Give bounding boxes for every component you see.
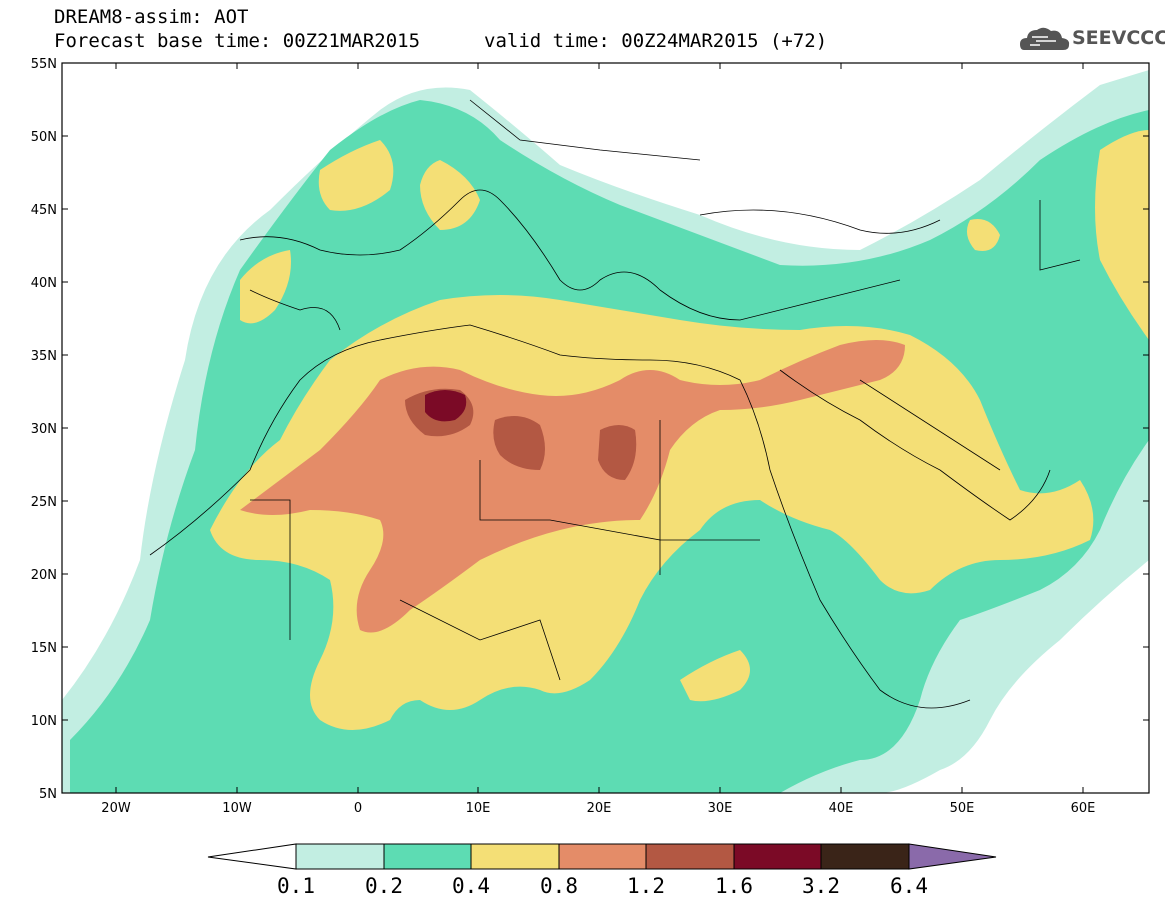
lat-label: 50N — [31, 130, 57, 145]
lat-label: 40N — [31, 276, 57, 291]
aot-band-0.4 — [966, 219, 1000, 251]
colorbar-segment — [470, 843, 560, 870]
aot-band-0.4 — [420, 160, 480, 230]
aot-field — [62, 63, 1149, 793]
aot-band-0.4 — [318, 140, 394, 211]
lon-label: 50E — [950, 801, 975, 816]
aot-band-0.4 — [240, 250, 291, 324]
lon-label: 60E — [1071, 801, 1096, 816]
aot-band-1.6 — [425, 390, 467, 422]
lon-label: 10W — [222, 801, 252, 816]
colorbar-segment-low — [207, 843, 297, 870]
colorbar-label: 0.4 — [452, 874, 490, 898]
aot-band-0.8 — [240, 340, 905, 633]
colorbar-label: 6.4 — [890, 874, 928, 898]
lon-label: 0 — [354, 801, 362, 816]
title-line-1: DREAM8-assim: AOT — [54, 6, 249, 28]
valid-time: valid time: 00Z24MAR2015 (+72) — [484, 30, 828, 52]
lat-label: 15N — [31, 641, 57, 656]
colorbar-segment-high — [908, 843, 997, 870]
lon-label: 20W — [101, 801, 131, 816]
lat-label: 45N — [31, 203, 57, 218]
colorbar-segment — [733, 843, 822, 870]
colorbar-segment — [645, 843, 735, 870]
lon-label: 10E — [466, 801, 491, 816]
lat-label: 30N — [31, 422, 57, 437]
aot-band-0.4 — [1095, 130, 1149, 340]
lon-label: 40E — [829, 801, 854, 816]
title-line-2: Forecast base time: 00Z21MAR2015 — [54, 30, 421, 52]
colorbar-segment — [383, 843, 472, 870]
colorbar-label: 0.1 — [277, 874, 315, 898]
colorbar: 0.1 0.2 0.4 0.8 1.2 1.6 3.2 6.4 — [207, 843, 997, 898]
colorbar-label: 0.8 — [540, 874, 578, 898]
lon-axis: 20W 10W 0 10E 20E 30E 40E 50E 60E — [101, 63, 1095, 816]
colorbar-label: 1.2 — [627, 874, 665, 898]
cloud-logo-icon — [1020, 27, 1070, 50]
lat-axis: 55N 50N 45N 40N 35N 30N 25N 20N 15N 10N … — [31, 57, 1149, 802]
lon-label: 20E — [587, 801, 612, 816]
coastlines — [149, 99, 1081, 709]
aot-band-0.4 — [680, 650, 750, 702]
lat-label: 35N — [31, 349, 57, 364]
lat-label: 5N — [39, 787, 57, 802]
lat-label: 55N — [31, 57, 57, 72]
aot-band-1.2 — [493, 416, 545, 470]
aot-band-1.2 — [598, 425, 637, 480]
colorbar-segment — [558, 843, 647, 870]
lon-label: 30E — [708, 801, 733, 816]
colorbar-label: 1.6 — [715, 874, 753, 898]
lat-label: 10N — [31, 714, 57, 729]
lat-label: 25N — [31, 495, 57, 510]
lat-label: 20N — [31, 568, 57, 583]
colorbar-label: 0.2 — [365, 874, 403, 898]
colorbar-label: 3.2 — [802, 874, 840, 898]
colorbar-segment — [820, 843, 910, 870]
colorbar-segment — [295, 843, 385, 870]
logo-text: SEEVCCC — [1072, 27, 1165, 49]
